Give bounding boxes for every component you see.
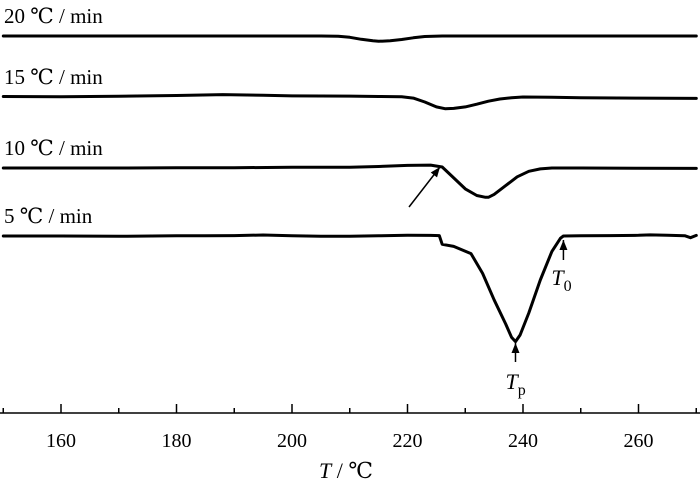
onset-arrow [408,166,441,208]
series-labels: 20 ℃ / min 15 ℃ / min 10 ℃ / min 5 ℃ / min [4,4,103,228]
x-axis-unit: / ℃ [331,458,373,483]
series-curve-3 [1,163,698,199]
t0-arrow [559,240,568,260]
x-tick-label: 220 [393,430,423,452]
x-tick-label: 160 [46,430,76,452]
x-axis-var: T [319,458,333,483]
x-tick-label: 260 [624,430,654,452]
series-label-2: 15 ℃ / min [4,65,103,89]
x-tick-label: 180 [162,430,192,452]
tp-label: Tp [505,369,525,399]
series-curve-1 [1,34,698,43]
x-axis-tick-labels: 160 180 200 220 240 260 [46,430,654,452]
series-curve-2 [1,93,698,111]
curves-group [1,34,698,344]
annotation-arrows: Tp T0 [408,166,572,399]
x-tick-label: 200 [277,430,307,452]
tp-arrow [511,343,520,362]
series-curve-4 [1,233,698,344]
t0-label: T0 [551,265,571,295]
x-axis-ticks [2,404,697,413]
x-tick-label: 240 [508,430,538,452]
x-axis-label: T / ℃ [319,458,373,483]
series-label-1: 20 ℃ / min [4,4,103,28]
series-label-4: 5 ℃ / min [4,204,93,228]
series-label-3: 10 ℃ / min [4,136,103,160]
